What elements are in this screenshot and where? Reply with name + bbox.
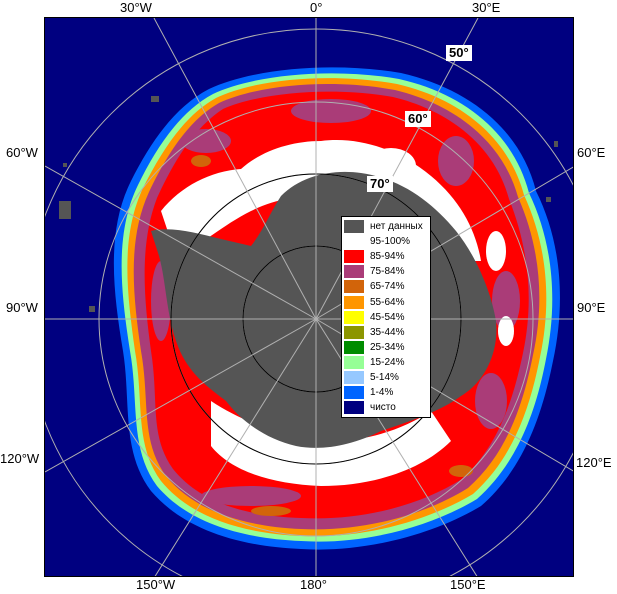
ice-patches-65-74 xyxy=(191,155,473,516)
legend-item: 35-44% xyxy=(344,325,428,340)
legend-item: 85-94% xyxy=(344,249,428,264)
legend-item: 95-100% xyxy=(344,234,428,249)
map-canvas xyxy=(45,18,573,576)
latitude-label-60: 60° xyxy=(405,111,431,127)
legend-item: 5-14% xyxy=(344,370,428,385)
longitude-label-150e-bottom: 150°E xyxy=(450,577,486,592)
legend-label: 75-84% xyxy=(370,266,405,278)
legend-label: 25-34% xyxy=(370,341,405,353)
legend-swatch xyxy=(344,325,364,339)
legend-swatch xyxy=(344,340,364,354)
legend-item: 55-64% xyxy=(344,294,428,309)
legend-label: 15-24% xyxy=(370,356,405,368)
legend-swatch xyxy=(344,355,364,369)
legend-swatch xyxy=(344,310,364,324)
legend-item: 15-24% xyxy=(344,355,428,370)
legend-label: чисто xyxy=(370,402,396,414)
legend-label: 55-64% xyxy=(370,296,405,308)
legend-swatch xyxy=(344,295,364,309)
legend-item: 1-4% xyxy=(344,385,428,400)
ice-95-100-patch xyxy=(498,316,514,346)
legend-swatch xyxy=(344,235,364,249)
legend-label: 5-14% xyxy=(370,371,399,383)
legend-item: нет данных xyxy=(344,219,428,234)
longitude-label-120w: 120°W xyxy=(0,451,40,466)
legend-swatch xyxy=(344,401,364,415)
legend-swatch xyxy=(344,280,364,294)
ocean-no-data-specks xyxy=(59,96,558,312)
longitude-label-60w: 60°W xyxy=(6,145,38,160)
latitude-label-50: 50° xyxy=(446,45,472,61)
legend-label: 65-74% xyxy=(370,281,405,293)
latitude-label-70: 70° xyxy=(367,176,393,192)
longitude-label-90e: 90°E xyxy=(577,300,606,315)
legend-item: чисто xyxy=(344,400,428,415)
legend-item: 25-34% xyxy=(344,340,428,355)
longitude-label-30e-top: 30°E xyxy=(472,0,501,15)
legend-swatch xyxy=(344,265,364,279)
longitude-label-0-top: 0° xyxy=(310,0,323,15)
ice-95-100-patch xyxy=(486,231,506,271)
legend-item: 65-74% xyxy=(344,279,428,294)
longitude-label-30w-top: 30°W xyxy=(120,0,152,15)
legend-item: 75-84% xyxy=(344,264,428,279)
legend-label: 1-4% xyxy=(370,387,394,399)
longitude-label-120e: 120°E xyxy=(576,455,612,470)
longitude-label-150w-bottom: 150°W xyxy=(136,577,176,592)
sea-ice-map: 50° 60° 70° нет данных 95-100% 85-94% 75-84… xyxy=(44,17,574,577)
legend-item: 45-54% xyxy=(344,310,428,325)
legend: нет данных 95-100% 85-94% 75-84% 65-74% 55-64… xyxy=(341,216,431,419)
legend-swatch xyxy=(344,220,364,234)
legend-label: 35-44% xyxy=(370,326,405,338)
ice-patches-75-84 xyxy=(151,99,520,506)
legend-label: 85-94% xyxy=(370,251,405,263)
legend-swatch xyxy=(344,250,364,264)
longitude-label-60e: 60°E xyxy=(577,145,606,160)
legend-label: 45-54% xyxy=(370,311,405,323)
longitude-label-180-bottom: 180° xyxy=(300,577,327,592)
longitude-label-90w: 90°W xyxy=(6,300,38,315)
legend-swatch xyxy=(344,386,364,400)
legend-label: 95-100% xyxy=(370,236,411,248)
legend-label: нет данных xyxy=(370,221,423,233)
legend-swatch xyxy=(344,370,364,384)
